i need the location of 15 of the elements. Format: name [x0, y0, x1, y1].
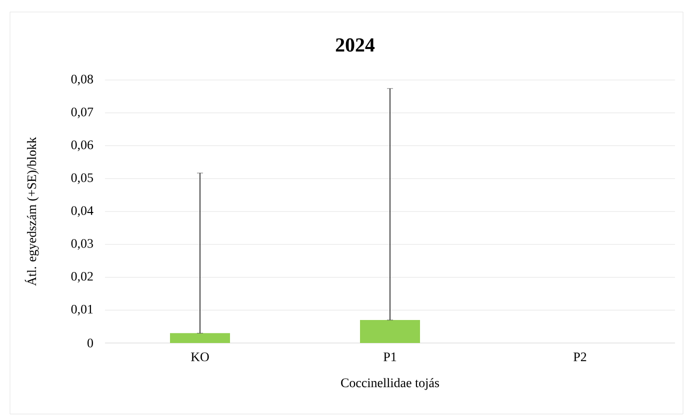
y-tick-label: 0,04	[71, 206, 94, 217]
y-tick-label: 0,05	[71, 173, 93, 184]
y-tick-label: 0,07	[71, 108, 94, 118]
chart-title: 2024	[336, 38, 375, 52]
y-tick-label: 0,02	[71, 272, 93, 283]
x-axis-title: Coccinellidae tojás	[341, 378, 440, 390]
y-tick-label: 0,01	[71, 304, 93, 316]
y-tick-label: 0,08	[71, 74, 93, 86]
y-tick-label: 0,06	[71, 140, 94, 152]
y-tick-label: 0	[88, 338, 93, 348]
x-tick-label: P1	[384, 352, 396, 362]
x-tick-label: P2	[574, 352, 586, 362]
y-tick-label: 0,03	[71, 239, 93, 250]
x-tick-label: KO	[191, 352, 209, 362]
y-axis-title: Átl. egyedszám (+SE)/blokk	[24, 136, 39, 286]
